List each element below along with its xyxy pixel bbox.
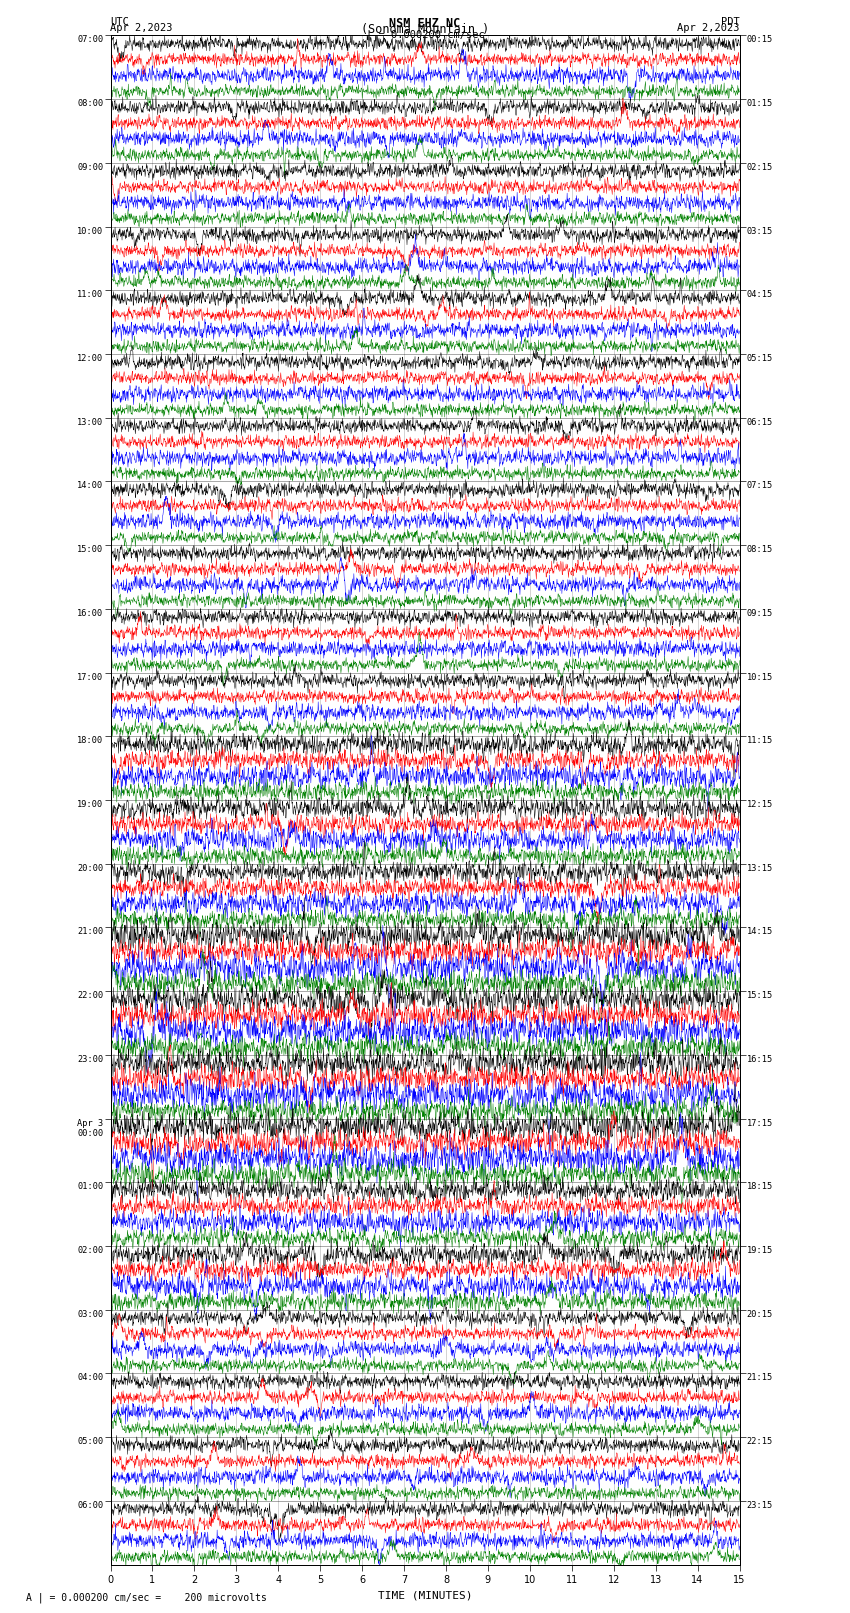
X-axis label: TIME (MINUTES): TIME (MINUTES) — [377, 1590, 473, 1600]
Text: Apr 2,2023: Apr 2,2023 — [110, 24, 173, 34]
Text: Apr 2,2023: Apr 2,2023 — [677, 24, 740, 34]
Text: | = 0.000200 cm/sec: | = 0.000200 cm/sec — [366, 31, 484, 40]
Text: NSM EHZ NC: NSM EHZ NC — [389, 18, 461, 31]
Text: UTC: UTC — [110, 18, 129, 27]
Text: A | = 0.000200 cm/sec =    200 microvolts: A | = 0.000200 cm/sec = 200 microvolts — [26, 1592, 266, 1603]
Text: (Sonoma Mountain ): (Sonoma Mountain ) — [361, 24, 489, 37]
Text: PDT: PDT — [721, 18, 740, 27]
